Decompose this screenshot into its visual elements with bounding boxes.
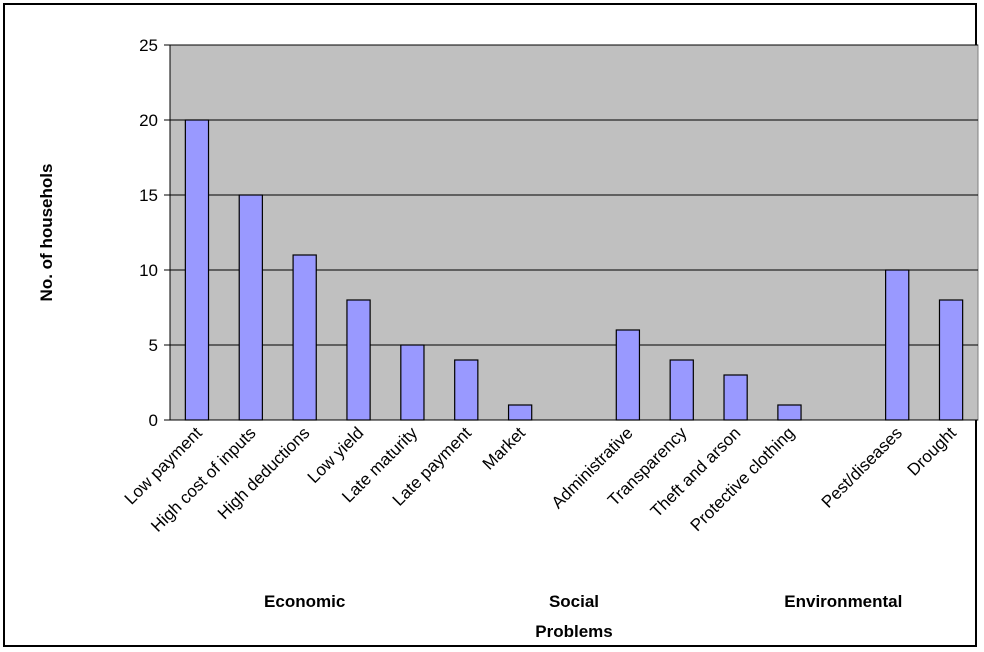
- bar-theft-and-arson: [723, 374, 748, 421]
- bars: [184, 119, 964, 421]
- bar-high-cost-of-inputs: [238, 194, 263, 421]
- bar-late-maturity: [400, 344, 425, 421]
- bar-high-deductions: [292, 254, 317, 421]
- bar-pest-diseases: [885, 269, 910, 421]
- bar-transparency: [669, 359, 694, 421]
- bar-market: [507, 404, 533, 421]
- y-tick-label: 0: [149, 411, 158, 430]
- bar-drought: [938, 299, 964, 421]
- y-tick-label: 25: [139, 36, 158, 55]
- y-tick-label: 5: [149, 336, 158, 355]
- y-axis-ticks: 0 5 10 15 20 25: [139, 36, 171, 430]
- y-tick-label: 20: [139, 111, 158, 130]
- plot-area: [169, 44, 979, 421]
- bar-low-yield: [346, 299, 371, 421]
- group-label-social: Social: [549, 592, 599, 611]
- x-category-label: Market: [479, 423, 529, 473]
- x-category-label: High deductions: [214, 423, 314, 523]
- group-label-environmental: Environmental: [784, 592, 902, 611]
- x-axis-group-labels: Economic Social Environmental: [264, 592, 902, 611]
- x-category-label: Protective clothing: [687, 423, 799, 535]
- y-tick-label: 10: [139, 261, 158, 280]
- bar-low-payment: [184, 119, 210, 421]
- x-category-label: Pest/diseases: [818, 423, 906, 511]
- y-tick-label: 15: [139, 186, 158, 205]
- x-axis-title: Problems: [535, 622, 612, 641]
- x-category-label: Drought: [904, 423, 960, 479]
- bar-late-payment: [454, 359, 479, 421]
- bar-administrative: [615, 329, 641, 421]
- y-axis-title: No. of househols: [37, 164, 56, 302]
- group-label-economic: Economic: [264, 592, 345, 611]
- bar-protective-clothing: [777, 404, 802, 421]
